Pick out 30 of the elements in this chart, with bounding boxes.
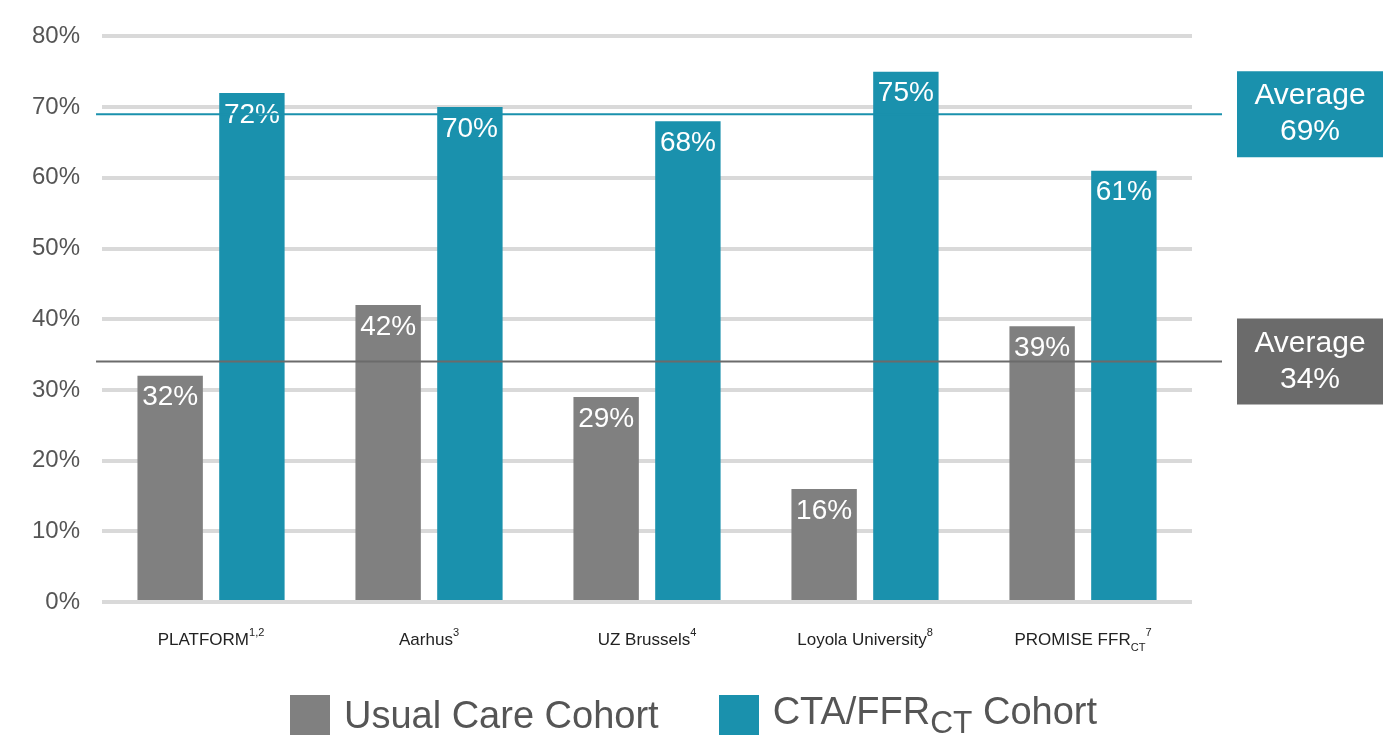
- bar: [655, 121, 721, 600]
- y-tick-label: 60%: [31, 162, 81, 190]
- ref-line-label: Average 34%: [1254, 324, 1366, 394]
- y-tick-label: 80%: [31, 21, 81, 49]
- y-tick-label: 70%: [31, 91, 81, 119]
- data-label: 75%: [877, 76, 934, 108]
- bar: [137, 375, 203, 600]
- data-label: 68%: [659, 125, 716, 157]
- y-tick-label: 20%: [31, 445, 81, 473]
- y-tick-label: 10%: [31, 515, 81, 543]
- y-tick-label: 0%: [45, 586, 81, 614]
- data-label: 61%: [1095, 175, 1152, 207]
- data-label: 72%: [223, 97, 280, 129]
- y-tick-label: 40%: [31, 303, 81, 331]
- bar: [1091, 170, 1157, 600]
- bar: [355, 305, 421, 600]
- data-label: 42%: [360, 309, 417, 341]
- bar: [1009, 326, 1075, 600]
- bar: [573, 396, 639, 600]
- data-label: 39%: [1014, 330, 1071, 362]
- data-label: 32%: [142, 380, 199, 412]
- legend-label: CTA/FFR$_{CT}$ Cohort: [772, 690, 1098, 741]
- data-label: 70%: [441, 111, 498, 143]
- y-tick-label: 50%: [31, 233, 81, 261]
- ref-line-label: Average 69%: [1254, 77, 1366, 147]
- data-label: 16%: [796, 493, 853, 525]
- bar: [791, 488, 857, 600]
- legend-label: Usual Care Cohort: [343, 693, 659, 737]
- data-label: 29%: [578, 401, 635, 433]
- y-tick-label: 30%: [31, 374, 81, 402]
